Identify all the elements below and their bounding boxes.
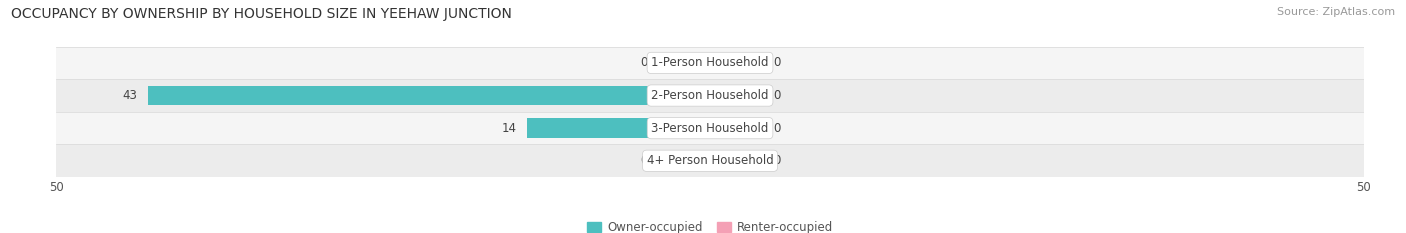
Text: 3-Person Household: 3-Person Household [651, 122, 769, 135]
Bar [56, 79, 1364, 112]
Bar [527, 118, 710, 138]
Bar [658, 151, 710, 171]
Bar [56, 47, 1364, 79]
Text: 43: 43 [122, 89, 138, 102]
Bar [658, 53, 710, 73]
Text: 2-Person Household: 2-Person Household [651, 89, 769, 102]
Text: OCCUPANCY BY OWNERSHIP BY HOUSEHOLD SIZE IN YEEHAW JUNCTION: OCCUPANCY BY OWNERSHIP BY HOUSEHOLD SIZE… [11, 7, 512, 21]
Text: 1-Person Household: 1-Person Household [651, 56, 769, 69]
Bar [710, 151, 762, 171]
Text: 4+ Person Household: 4+ Person Household [647, 154, 773, 167]
Text: 0: 0 [773, 154, 780, 167]
Bar [56, 112, 1364, 144]
Text: 0: 0 [773, 56, 780, 69]
Text: 0: 0 [640, 56, 647, 69]
Bar [56, 144, 1364, 177]
Bar [710, 86, 762, 105]
Text: Source: ZipAtlas.com: Source: ZipAtlas.com [1277, 7, 1395, 17]
Bar [710, 53, 762, 73]
Bar [148, 86, 710, 105]
Text: 14: 14 [502, 122, 516, 135]
Legend: Owner-occupied, Renter-occupied: Owner-occupied, Renter-occupied [582, 217, 838, 233]
Text: 0: 0 [773, 122, 780, 135]
Text: 0: 0 [640, 154, 647, 167]
Text: 0: 0 [773, 89, 780, 102]
Bar [710, 118, 762, 138]
